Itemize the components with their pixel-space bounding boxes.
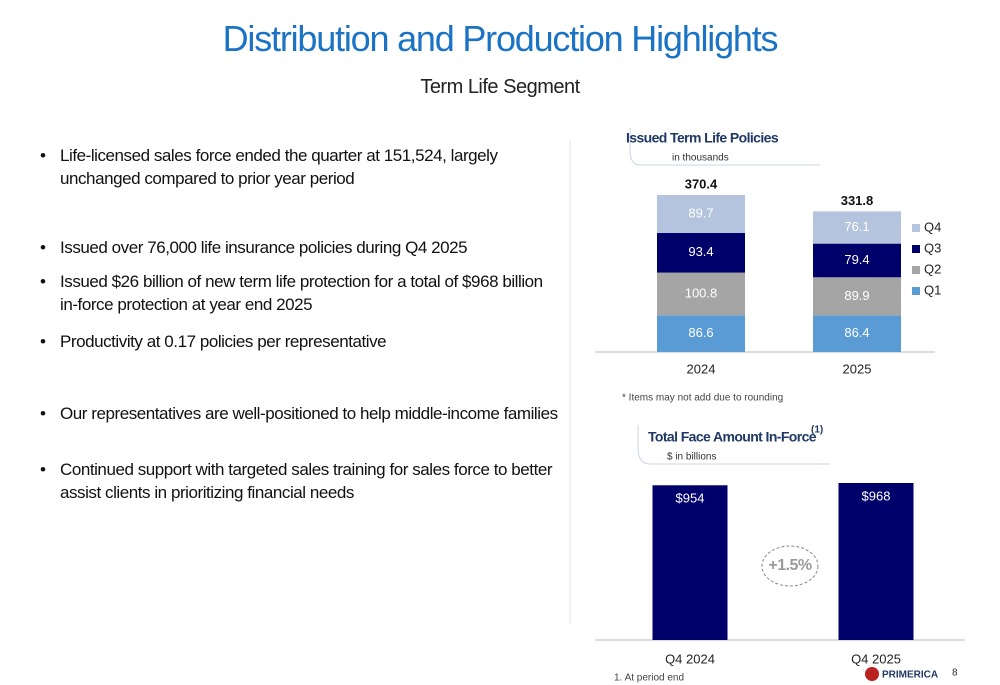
page-number: 8 — [952, 668, 958, 679]
chart-title: Issued Term Life Policies — [626, 130, 779, 146]
legend-swatch — [912, 245, 920, 253]
segment-label: 86.4 — [844, 325, 869, 340]
segment-label: 86.6 — [688, 325, 713, 340]
bullet: Issued over 76,000 life insurance polici… — [40, 236, 560, 259]
logo-icon — [865, 667, 879, 681]
x-tick-label: Q4 2024 — [665, 651, 715, 666]
chart-subtitle: in thousands — [672, 153, 729, 164]
value-label: $968 — [862, 488, 891, 503]
header-frame — [629, 128, 700, 166]
x-tick-label: Q4 2025 — [851, 651, 901, 666]
bar-segment — [813, 315, 901, 352]
annotation: +1.5% — [768, 557, 812, 574]
bullet: Productivity at 0.17 policies per repres… — [40, 330, 560, 353]
legend-label: Q4 — [924, 219, 941, 234]
slide-title: Distribution and Production Highlights — [222, 18, 779, 59]
total-label: 370.4 — [685, 176, 718, 191]
total-label: 331.8 — [841, 193, 874, 208]
segment-label: 76.1 — [844, 219, 869, 234]
bullet: Continued support with targeted sales tr… — [40, 458, 560, 504]
bullet: Issued $26 billion of new term life prot… — [40, 270, 560, 316]
segment-label: 100.8 — [685, 285, 718, 300]
segment-label: 89.7 — [688, 205, 713, 220]
bar-segment — [657, 195, 745, 234]
legend-label: Q2 — [924, 261, 941, 276]
x-tick-label: 2024 — [687, 361, 716, 376]
bar — [652, 485, 728, 640]
bar-segment — [813, 211, 901, 244]
x-tick-label: 2025 — [843, 361, 872, 376]
bullet: Life-licensed sales force ended the quar… — [40, 144, 560, 190]
header-frame — [637, 425, 700, 465]
legend-swatch — [912, 287, 920, 295]
segment-label: 93.4 — [688, 244, 713, 259]
footnote: 1. At period end — [614, 673, 684, 684]
legend-swatch — [912, 266, 920, 274]
annotation-oval — [761, 545, 819, 587]
legend-swatch — [912, 224, 920, 232]
segment-label: 79.4 — [844, 252, 869, 267]
bar-segment — [657, 315, 745, 352]
slide-subtitle: Term Life Segment — [420, 76, 580, 98]
bar — [838, 483, 914, 640]
title-marker: (1) — [811, 425, 823, 436]
value-label: $954 — [676, 491, 705, 506]
bar-segment — [657, 233, 745, 273]
chart-title: Total Face Amount In-Force — [648, 429, 817, 445]
segment-label: 89.9 — [844, 288, 869, 303]
bullet: Our representatives are well-positioned … — [40, 402, 560, 425]
bar-segment — [657, 272, 745, 316]
legend-label: Q3 — [924, 240, 941, 255]
bar-segment — [813, 277, 901, 316]
chart-subtitle: $ in billions — [667, 452, 716, 463]
logo: PRIMERICA — [882, 670, 938, 681]
bar-segment — [813, 243, 901, 278]
footnote: * Items may not add due to rounding — [622, 393, 783, 404]
legend-label: Q1 — [924, 282, 941, 297]
